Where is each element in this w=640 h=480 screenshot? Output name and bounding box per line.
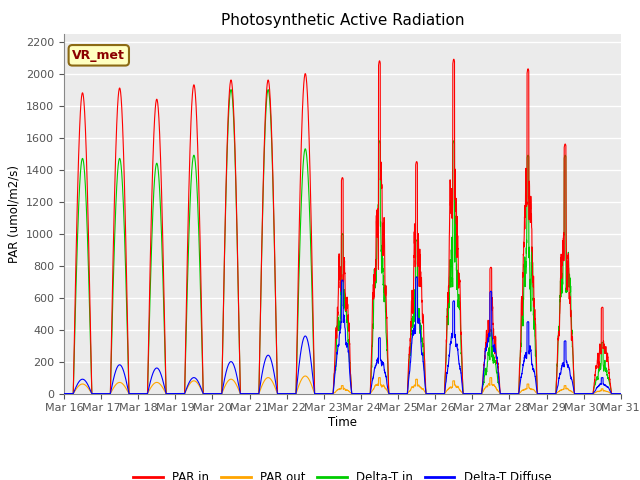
Title: Photosynthetic Active Radiation: Photosynthetic Active Radiation (221, 13, 464, 28)
Legend: PAR in, PAR out, Delta-T in, Delta-T Diffuse: PAR in, PAR out, Delta-T in, Delta-T Dif… (129, 466, 556, 480)
Y-axis label: PAR (umol/m2/s): PAR (umol/m2/s) (8, 165, 20, 263)
Text: VR_met: VR_met (72, 49, 125, 62)
X-axis label: Time: Time (328, 416, 357, 429)
